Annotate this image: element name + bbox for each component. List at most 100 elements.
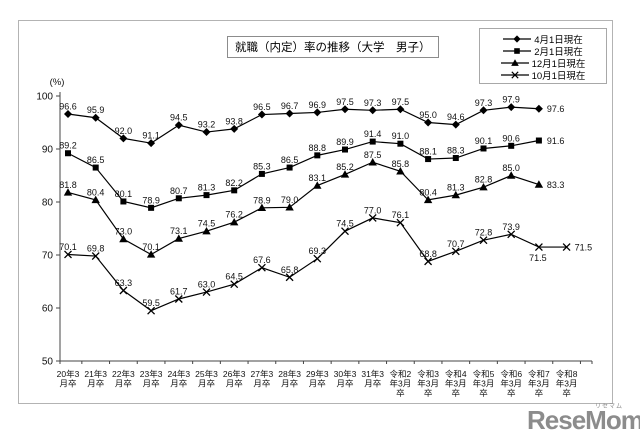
square-marker <box>508 142 515 149</box>
y-axis-label: 70 <box>42 251 54 262</box>
legend-label: 2月1日現在 <box>534 46 583 58</box>
axes <box>56 92 593 364</box>
data-label: 97.5 <box>392 97 410 107</box>
y-axis-label: 50 <box>42 357 54 368</box>
square-marker <box>425 156 432 163</box>
data-label: 81.3 <box>198 183 216 193</box>
x-axis-label: 21年3 月卒 <box>84 369 107 389</box>
data-label: 63.0 <box>198 280 216 290</box>
square-marker <box>231 187 238 194</box>
x-axis-label: 23年3 月卒 <box>140 369 163 389</box>
x-marker <box>202 288 211 297</box>
data-label: 90.1 <box>475 136 493 146</box>
square-marker <box>148 204 155 211</box>
diamond-marker <box>174 121 183 130</box>
y-axis-label: 60 <box>42 304 54 315</box>
diamond-marker <box>119 134 128 143</box>
square-marker <box>452 155 459 162</box>
y-axis-unit: (%) <box>50 77 65 88</box>
data-label: 80.4 <box>419 187 437 197</box>
x-axis-label: 29年3 月卒 <box>306 369 329 389</box>
triangle-marker <box>313 181 322 189</box>
diamond-marker <box>534 104 543 113</box>
x-axis-label: 令和3 年3月卒 <box>417 369 439 398</box>
x-axis-label: 令和5 年3月卒 <box>473 369 495 398</box>
square-marker <box>258 170 265 177</box>
data-label: 91.1 <box>142 131 160 141</box>
data-label: 85.2 <box>336 162 354 172</box>
square-marker <box>120 198 127 205</box>
data-label: 97.5 <box>336 97 354 107</box>
data-label: 88.1 <box>419 147 437 157</box>
legend-square-icon <box>503 47 532 54</box>
series-diamond: 96.6 95.9 92.0 91.1 94.5 93.2 93.8 96.5 96.7 96.9… <box>59 95 564 148</box>
legend-item-x: 10月1日現在 <box>500 69 585 82</box>
legend-triangle-icon <box>500 58 529 66</box>
diamond-marker <box>396 105 405 114</box>
diamond-marker <box>479 106 488 115</box>
x-axis-label: 令和4 年3月卒 <box>445 369 467 398</box>
data-label: 97.9 <box>502 95 520 105</box>
data-label: 86.5 <box>281 155 299 165</box>
x-marker <box>174 295 183 303</box>
x-marker <box>424 257 433 266</box>
data-label: 70.1 <box>59 242 77 252</box>
x-marker <box>368 213 377 222</box>
data-label: 61.7 <box>170 286 188 296</box>
x-marker <box>230 280 239 289</box>
data-label: 83.3 <box>547 180 565 190</box>
data-label: 71.5 <box>575 243 593 253</box>
data-label: 81.8 <box>59 180 77 190</box>
data-label: 89.9 <box>336 137 354 147</box>
data-label: 80.4 <box>87 187 105 197</box>
triangle-marker <box>340 170 350 178</box>
data-label: 76.1 <box>392 210 410 220</box>
x-axis-label: 令和6 年3月卒 <box>500 369 522 398</box>
data-label: 88.3 <box>447 146 465 156</box>
data-label: 74.5 <box>198 219 216 229</box>
y-axis-label: 90 <box>42 145 54 156</box>
data-label: 96.7 <box>281 101 299 111</box>
series-line-diamond <box>67 106 539 144</box>
data-label: 64.5 <box>225 272 243 282</box>
x-marker <box>257 263 266 272</box>
data-label: 81.3 <box>447 183 465 193</box>
data-label: 82.2 <box>225 178 243 188</box>
x-marker <box>64 250 72 259</box>
diamond-marker <box>230 124 239 133</box>
data-label: 65.8 <box>281 265 299 275</box>
x-axis-label: 令和8 年3月卒 <box>556 369 578 398</box>
chart-legend: 4月1日現在 2月1日現在 12月1日現在 10月1日現在 <box>479 28 607 84</box>
square-marker <box>203 192 210 199</box>
diamond-marker <box>64 110 72 119</box>
data-label: 91.6 <box>547 136 565 146</box>
diamond-marker <box>147 139 156 148</box>
data-label: 77.0 <box>364 205 382 215</box>
x-marker <box>341 227 349 236</box>
series-square: 89.2 86.5 80.1 78.9 80.7 81.3 82.2 85.3 86.5 88.8… <box>59 129 564 211</box>
legend-label: 4月1日現在 <box>534 34 583 46</box>
triangle-marker <box>174 234 183 242</box>
triangle-marker <box>451 190 460 199</box>
data-label: 74.5 <box>336 219 354 229</box>
data-label: 92.0 <box>115 126 133 136</box>
data-label: 88.8 <box>309 143 327 153</box>
diamond-marker <box>368 106 377 115</box>
triangle-marker <box>146 250 156 258</box>
square-marker <box>175 195 182 202</box>
x-axis-label: 20年3 月卒 <box>57 369 80 389</box>
x-axis-label: 30年3 月卒 <box>334 369 357 389</box>
data-label: 91.4 <box>364 129 382 139</box>
data-label: 87.5 <box>364 150 382 160</box>
diamond-marker <box>451 120 460 129</box>
square-marker <box>65 150 71 157</box>
diamond-marker <box>257 110 266 119</box>
logo-text: ReseMom. <box>527 405 640 435</box>
data-label: 79.0 <box>281 195 299 205</box>
x-marker <box>285 273 294 282</box>
chart-area-border <box>18 20 613 404</box>
legend-item-triangle: 12月1日現在 <box>500 57 585 70</box>
triangle-marker <box>507 171 516 179</box>
data-label: 93.2 <box>198 120 216 130</box>
data-label: 80.1 <box>115 189 133 199</box>
